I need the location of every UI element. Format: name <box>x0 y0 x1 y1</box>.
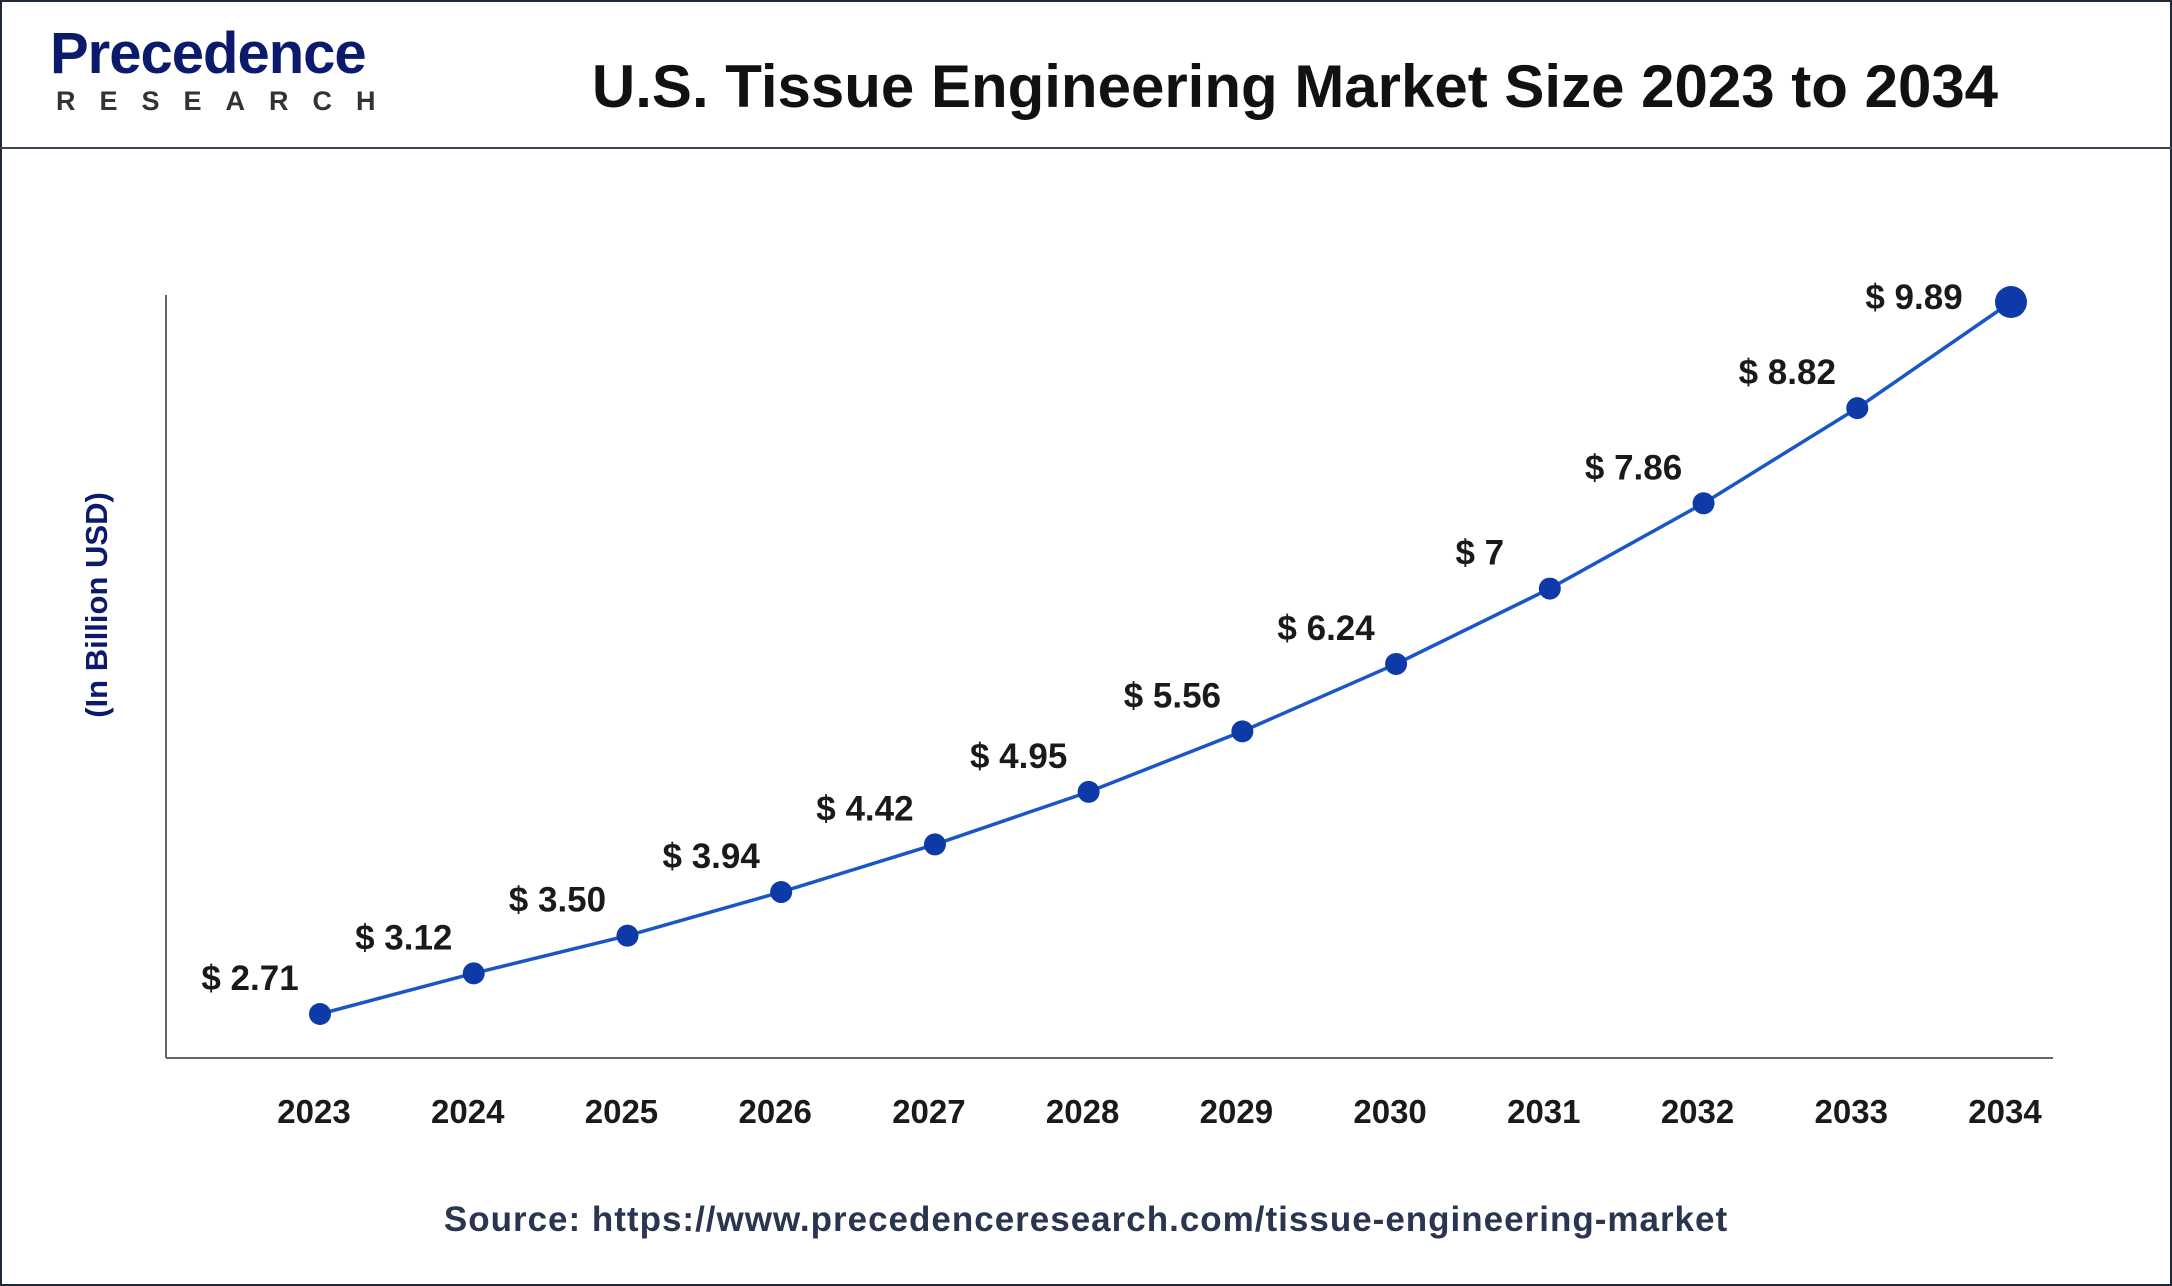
data-label: $ 5.56 <box>1124 676 1221 715</box>
data-point <box>1385 652 1408 675</box>
x-tick-label: 2023 <box>277 1093 350 1130</box>
data-label: $ 3.94 <box>663 837 761 876</box>
x-tick-label: 2030 <box>1353 1093 1426 1130</box>
data-point <box>616 924 639 947</box>
data-point <box>462 962 485 985</box>
logo-text: Precedence <box>50 21 367 86</box>
data-point <box>1692 492 1715 515</box>
data-point <box>1846 397 1869 420</box>
source-text: Source: https://www.precedenceresearch.c… <box>443 1200 1729 1239</box>
data-label: $ 4.95 <box>970 737 1067 776</box>
x-tick-label: 2032 <box>1661 1093 1734 1130</box>
chart-title: U.S. Tissue Engineering Market Size 2023… <box>591 53 1999 120</box>
x-tick-label: 2028 <box>1046 1093 1119 1130</box>
data-label: $ 3.50 <box>509 881 606 920</box>
data-label: $ 2.71 <box>201 959 298 998</box>
data-point <box>923 833 946 856</box>
data-point <box>1538 577 1561 600</box>
logo: Precedence RESEARCH <box>50 21 400 117</box>
x-tick-label: 2033 <box>1815 1093 1888 1130</box>
x-tick-label: 2026 <box>738 1093 811 1130</box>
data-point <box>1995 286 2027 318</box>
data-point <box>770 881 793 904</box>
x-tick-label: 2025 <box>585 1093 658 1130</box>
data-label: $ 7 <box>1455 534 1504 573</box>
data-label: $ 9.89 <box>1865 278 1962 317</box>
x-tick-label: 2024 <box>431 1093 505 1130</box>
x-tick-label: 2034 <box>1968 1093 2042 1130</box>
series-line <box>319 300 2012 1016</box>
data-label: $ 8.82 <box>1739 353 1836 392</box>
x-tick-label: 2027 <box>892 1093 965 1130</box>
data-label: $ 7.86 <box>1585 448 1682 487</box>
logo-subtext: RESEARCH <box>56 86 400 116</box>
x-tick-label: 2031 <box>1507 1093 1580 1130</box>
data-label: $ 6.24 <box>1277 609 1375 648</box>
data-label: $ 4.42 <box>816 789 913 828</box>
data-label: $ 3.12 <box>355 918 452 957</box>
data-point <box>1231 720 1254 743</box>
x-tick-label: 2029 <box>1200 1093 1273 1130</box>
header-divider <box>0 147 2172 149</box>
data-point <box>1077 780 1100 803</box>
data-point <box>309 1003 331 1025</box>
